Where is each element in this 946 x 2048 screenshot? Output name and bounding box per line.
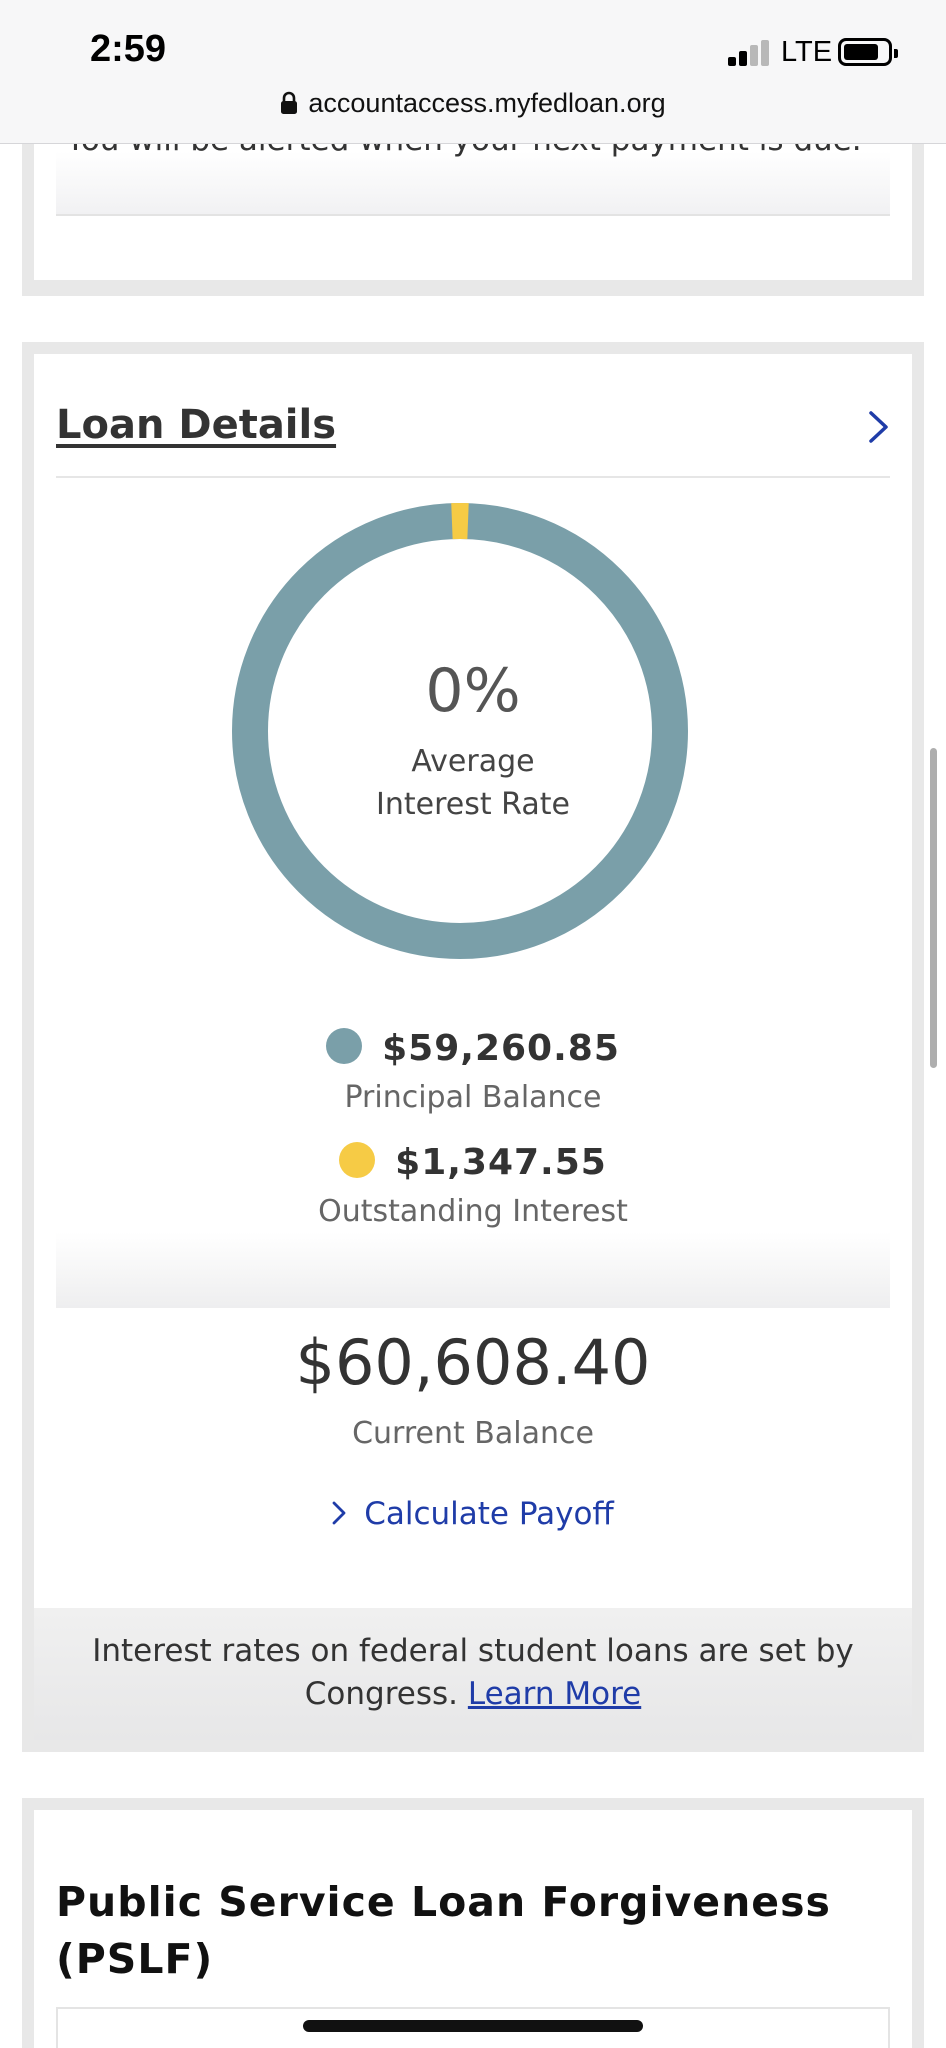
home-indicator[interactable] xyxy=(303,2020,643,2032)
current-balance-label: Current Balance xyxy=(352,1416,594,1451)
calculate-payoff-label: Calculate Payoff xyxy=(364,1496,614,1532)
interest-rate-footnote: Interest rates on federal student loans … xyxy=(34,1608,912,1740)
interest-dot-icon xyxy=(339,1142,376,1178)
calculate-payoff-link[interactable]: Calculate Payoff xyxy=(34,1496,912,1532)
lock-icon xyxy=(281,91,298,114)
loan-details-title[interactable]: Loan Details xyxy=(56,402,337,448)
legend-principal: $59,260.85 xyxy=(34,1028,912,1069)
principal-dot-icon xyxy=(326,1028,363,1064)
donut-slice-interest xyxy=(231,503,688,959)
principal-label: Principal Balance xyxy=(344,1080,602,1115)
donut-slice-principal xyxy=(232,503,688,959)
chevron-right-icon[interactable] xyxy=(868,410,890,444)
average-rate-label: Average Interest Rate xyxy=(34,740,912,826)
average-rate-value: 0% xyxy=(425,656,521,726)
browser-status-bar: 2:59 LTE accountaccess.myfedloan.org xyxy=(0,0,946,144)
status-time: 2:59 xyxy=(90,28,167,70)
url-bar[interactable]: accountaccess.myfedloan.org xyxy=(0,88,946,119)
loan-details-card: Loan Details 0% Average Interest Rate $5… xyxy=(22,342,924,1752)
footnote-text: Interest rates on federal student loans … xyxy=(92,1633,854,1712)
section-divider xyxy=(56,1232,890,1308)
loan-details-header[interactable]: Loan Details xyxy=(56,354,890,478)
legend-interest: $1,347.55 xyxy=(34,1142,912,1183)
pslf-card-body: Public Service Loan Forgiveness (PSLF) xyxy=(34,1810,912,2048)
average-rate-label-line1: Average xyxy=(411,744,535,779)
interest-amount: $1,347.55 xyxy=(395,1142,607,1183)
network-type: LTE xyxy=(781,36,833,68)
signal-icon xyxy=(728,40,770,66)
pslf-title: Public Service Loan Forgiveness (PSLF) xyxy=(56,1878,831,1983)
pslf-card: Public Service Loan Forgiveness (PSLF) xyxy=(22,1798,924,2048)
loan-details-card-body: Loan Details 0% Average Interest Rate $5… xyxy=(34,354,912,1740)
url-text: accountaccess.myfedloan.org xyxy=(308,88,666,118)
average-rate-label-line2: Interest Rate xyxy=(376,787,570,822)
interest-label: Outstanding Interest xyxy=(318,1194,628,1229)
current-balance-value: $60,608.40 xyxy=(295,1326,651,1399)
principal-amount: $59,260.85 xyxy=(382,1028,620,1069)
learn-more-link[interactable]: Learn More xyxy=(467,1676,642,1712)
battery-icon xyxy=(838,38,898,66)
chevron-right-icon xyxy=(332,1501,346,1525)
page-scrollbar[interactable] xyxy=(930,748,937,1068)
interest-donut-chart xyxy=(231,503,688,959)
